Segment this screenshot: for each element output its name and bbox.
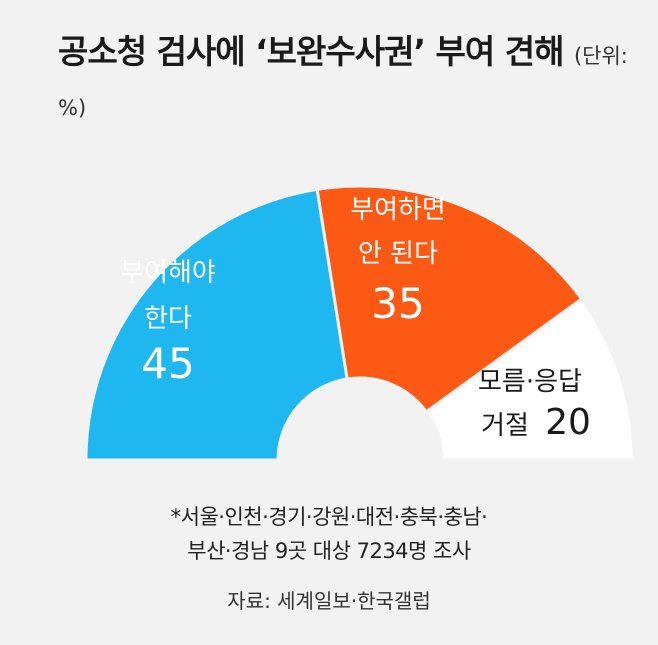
source-label: 자료: 세계일보·한국갤럽 [227, 589, 431, 613]
slice-2-label-line-1: 거절 [481, 411, 529, 441]
survey-note-line1: *서울·인천·경기·강원·대전·충북·충남· [170, 505, 488, 529]
slice-0-value: 45 [141, 339, 194, 388]
slice-1-label-line-0: 부여하면 [350, 195, 446, 225]
slice-1-value: 35 [371, 279, 424, 328]
chart-title-text: 공소청 검사에 ‘보완수사권’ 부여 견해 [58, 32, 564, 71]
slice-1-label-line-1: 안 된다 [358, 239, 438, 269]
slice-0-label-line-0: 부여해야 [120, 258, 216, 288]
slice-0 [84, 187, 349, 462]
unit-label: (단위: %) [58, 44, 628, 120]
slice-2-value: 20 [545, 402, 591, 443]
chart-title: 공소청 검사에 ‘보완수사권’ 부여 견해 (단위: %) [58, 28, 638, 132]
slice-1 [315, 184, 584, 414]
slice-0-label-line-1: 한다 [144, 304, 192, 334]
survey-note-line2: 부산·경남 9곳 대상 7234명 조사 [187, 539, 471, 563]
slice-2-label-line-0: 모름·응답 [478, 367, 582, 397]
slice-2 [424, 296, 636, 462]
